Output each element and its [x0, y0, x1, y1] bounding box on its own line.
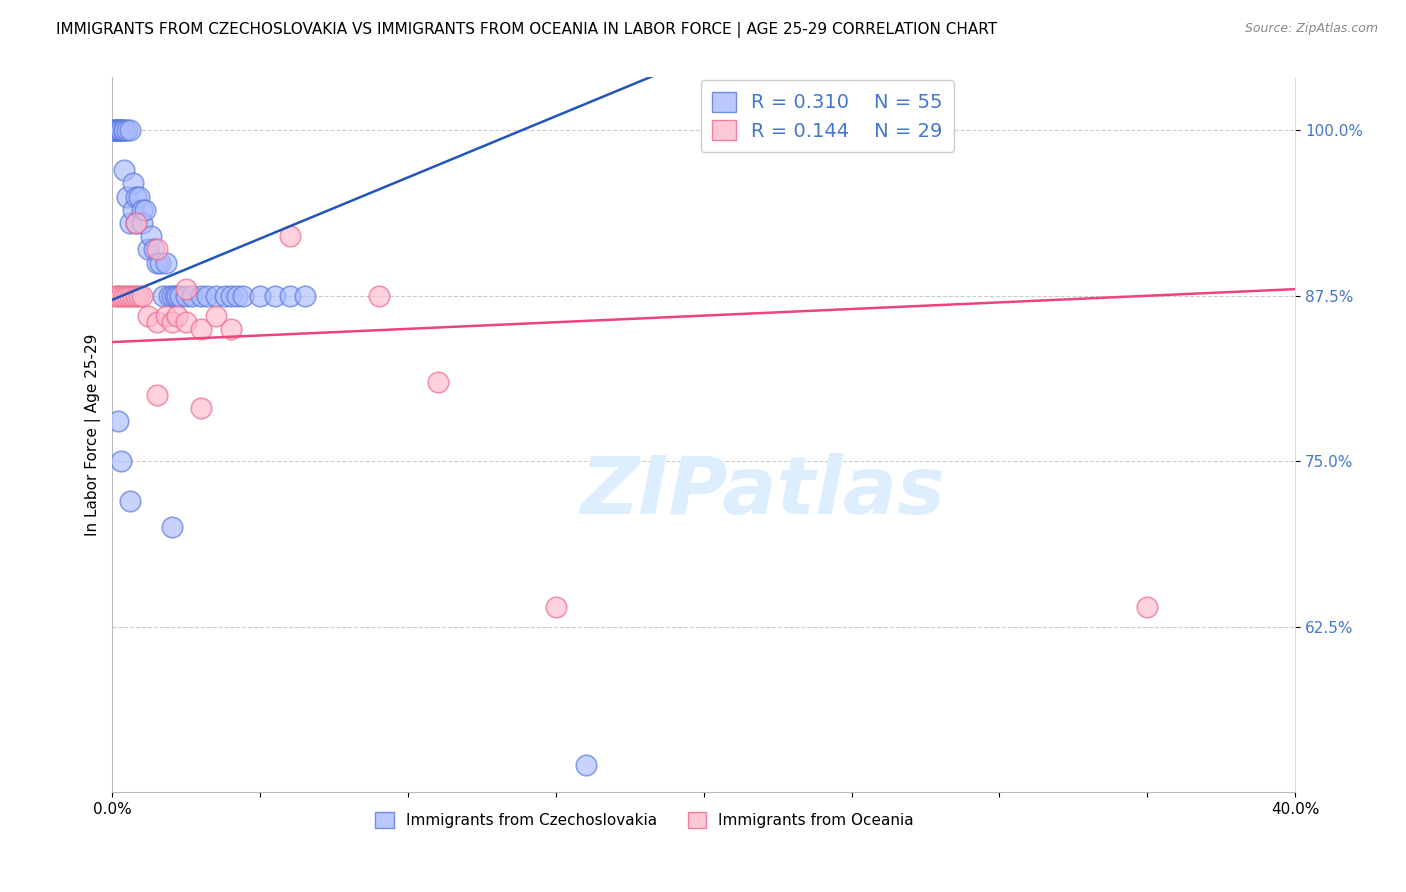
Point: [131, 216, 153, 230]
Point: [122, 289, 145, 303]
Point: [264, 289, 287, 303]
Point: [115, 123, 138, 137]
Point: [145, 388, 167, 402]
Point: [145, 315, 167, 329]
Point: [107, 289, 129, 303]
Point: [160, 520, 183, 534]
Point: [125, 216, 148, 230]
Point: [145, 243, 167, 257]
Point: [157, 289, 180, 303]
Point: [122, 202, 145, 217]
Point: [160, 315, 183, 329]
Y-axis label: In Labor Force | Age 25-29: In Labor Force | Age 25-29: [86, 334, 101, 536]
Point: [125, 216, 148, 230]
Point: [112, 123, 135, 137]
Point: [110, 123, 132, 137]
Point: [104, 289, 127, 303]
Point: [115, 289, 138, 303]
Point: [131, 202, 153, 217]
Point: [112, 163, 135, 178]
Point: [107, 123, 129, 137]
Point: [125, 189, 148, 203]
Point: [176, 282, 198, 296]
Point: [249, 289, 271, 303]
Point: [181, 289, 204, 303]
Point: [219, 289, 242, 303]
Text: ZIPatlas: ZIPatlas: [581, 453, 945, 531]
Point: [544, 599, 567, 614]
Point: [104, 123, 127, 137]
Point: [112, 123, 135, 137]
Point: [155, 255, 177, 269]
Point: [190, 322, 212, 336]
Text: IMMIGRANTS FROM CZECHOSLOVAKIA VS IMMIGRANTS FROM OCEANIA IN LABOR FORCE | AGE 2: IMMIGRANTS FROM CZECHOSLOVAKIA VS IMMIGR…: [56, 22, 997, 38]
Point: [166, 309, 188, 323]
Point: [120, 216, 142, 230]
Point: [134, 202, 156, 217]
Point: [107, 414, 129, 428]
Point: [120, 494, 142, 508]
Point: [163, 289, 186, 303]
Point: [139, 229, 162, 244]
Point: [115, 189, 138, 203]
Point: [110, 123, 132, 137]
Point: [278, 229, 301, 244]
Point: [160, 289, 183, 303]
Point: [176, 289, 198, 303]
Point: [145, 255, 167, 269]
Point: [110, 289, 132, 303]
Point: [426, 375, 449, 389]
Point: [149, 255, 172, 269]
Point: [176, 315, 198, 329]
Point: [169, 289, 191, 303]
Point: [219, 322, 242, 336]
Point: [190, 401, 212, 416]
Point: [120, 123, 142, 137]
Point: [278, 289, 301, 303]
Point: [110, 123, 132, 137]
Point: [231, 289, 253, 303]
Point: [120, 289, 142, 303]
Point: [152, 289, 174, 303]
Point: [104, 123, 127, 137]
Point: [125, 289, 148, 303]
Point: [104, 123, 127, 137]
Point: [205, 309, 228, 323]
Point: [166, 289, 188, 303]
Point: [367, 289, 389, 303]
Point: [142, 243, 165, 257]
Point: [122, 176, 145, 190]
Point: [294, 289, 316, 303]
Point: [225, 289, 247, 303]
Point: [107, 123, 129, 137]
Point: [104, 123, 127, 137]
Point: [128, 289, 150, 303]
Point: [1136, 599, 1159, 614]
Point: [214, 289, 236, 303]
Point: [136, 243, 159, 257]
Point: [136, 309, 159, 323]
Point: [195, 289, 218, 303]
Point: [110, 454, 132, 468]
Legend: Immigrants from Czechoslovakia, Immigrants from Oceania: Immigrants from Czechoslovakia, Immigran…: [370, 806, 920, 834]
Text: Source: ZipAtlas.com: Source: ZipAtlas.com: [1244, 22, 1378, 36]
Point: [190, 289, 212, 303]
Point: [112, 289, 135, 303]
Point: [574, 758, 596, 772]
Point: [128, 189, 150, 203]
Point: [205, 289, 228, 303]
Point: [107, 123, 129, 137]
Point: [131, 289, 153, 303]
Point: [155, 309, 177, 323]
